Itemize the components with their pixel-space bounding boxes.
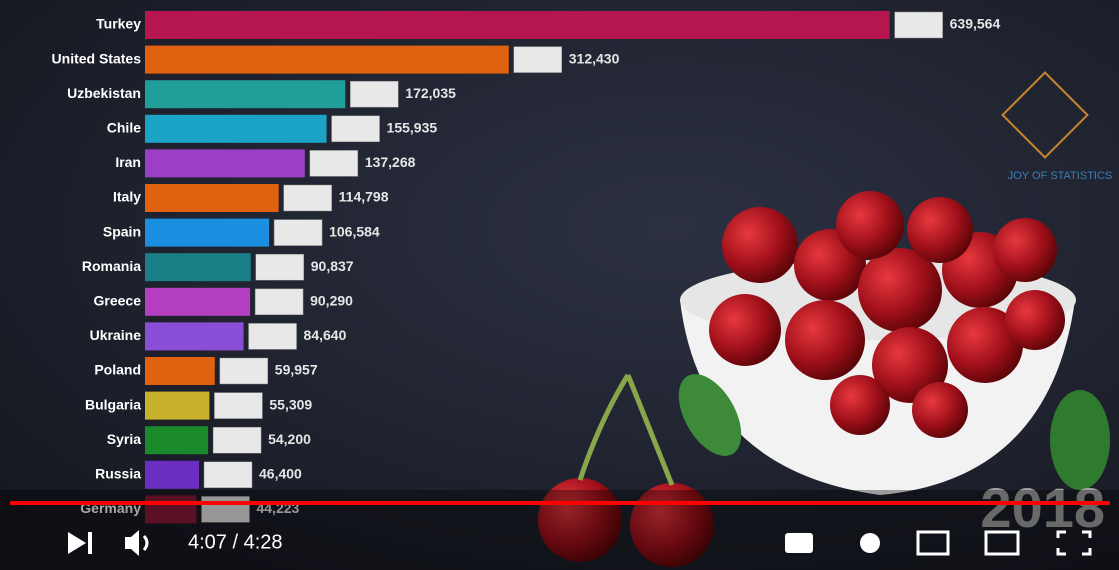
category-label: Turkey bbox=[96, 16, 141, 32]
value-label: 312,430 bbox=[569, 50, 620, 66]
chart: Turkey 639,564 United States 312,430 Uzbekis… bbox=[52, 11, 1001, 524]
flag bbox=[248, 323, 297, 350]
flag bbox=[219, 357, 269, 385]
controls: 4:07 / 4:28 bbox=[68, 530, 1092, 556]
theater-button[interactable] bbox=[984, 530, 1020, 556]
value-label: 114,798 bbox=[339, 189, 389, 205]
bar bbox=[145, 322, 244, 351]
bar bbox=[145, 114, 327, 143]
category-label: Spain bbox=[103, 223, 141, 239]
value-label: 172,035 bbox=[405, 85, 456, 101]
category-label: Syria bbox=[107, 431, 141, 447]
flag bbox=[214, 392, 263, 419]
category-label: Russia bbox=[95, 466, 141, 482]
category-label: Romania bbox=[82, 258, 141, 274]
value-label: 137,268 bbox=[365, 154, 416, 170]
flag bbox=[283, 184, 332, 212]
value-label: 106,584 bbox=[329, 223, 380, 239]
flag bbox=[309, 150, 359, 177]
category-label: Uzbekistan bbox=[67, 85, 141, 101]
bar bbox=[145, 357, 215, 385]
bar bbox=[145, 495, 197, 524]
value-label: 59,957 bbox=[275, 362, 318, 378]
bar bbox=[145, 391, 210, 420]
bar bbox=[145, 253, 251, 282]
bar bbox=[145, 45, 509, 74]
flag bbox=[212, 426, 262, 454]
value-label: 155,935 bbox=[387, 120, 438, 136]
category-label: Poland bbox=[94, 362, 141, 378]
bar bbox=[145, 11, 890, 39]
progress-bar[interactable] bbox=[10, 501, 1110, 505]
value-label: 54,200 bbox=[268, 431, 311, 447]
flag bbox=[894, 11, 943, 39]
value-label: 90,837 bbox=[311, 258, 354, 274]
flag bbox=[254, 288, 304, 316]
flag bbox=[203, 461, 253, 489]
category-label: Iran bbox=[115, 154, 141, 170]
logo: JOY OF STATISTICS bbox=[1001, 71, 1113, 182]
flag bbox=[255, 253, 305, 281]
miniplayer-button[interactable] bbox=[916, 530, 950, 556]
bar bbox=[145, 149, 305, 178]
category-label: United States bbox=[52, 50, 142, 66]
subtitles-button[interactable] bbox=[785, 533, 813, 553]
bar bbox=[145, 460, 200, 489]
value-label: 46,400 bbox=[259, 466, 302, 482]
flag bbox=[331, 115, 380, 143]
bar bbox=[145, 80, 346, 109]
category-label: Chile bbox=[107, 120, 141, 136]
category-label: Greece bbox=[94, 293, 142, 309]
flag bbox=[273, 219, 323, 246]
settings-button[interactable] bbox=[860, 533, 880, 553]
flag bbox=[201, 496, 250, 523]
cherry-bowl-image bbox=[538, 191, 1110, 567]
watermark: JOY OF STATISTICS bbox=[1008, 170, 1113, 182]
category-label: Bulgaria bbox=[85, 396, 141, 412]
value-label: 84,640 bbox=[304, 327, 347, 343]
fullscreen-button[interactable] bbox=[1056, 530, 1092, 556]
volume-icon bbox=[142, 535, 149, 551]
flag bbox=[513, 46, 563, 73]
bar bbox=[145, 287, 251, 316]
year-label: 2018 bbox=[980, 476, 1105, 539]
flag bbox=[350, 80, 399, 108]
category-label: Italy bbox=[113, 189, 141, 205]
mute-button[interactable] bbox=[125, 530, 139, 556]
value-label: 55,309 bbox=[269, 396, 312, 412]
time-display: 4:07 / 4:28 bbox=[188, 531, 283, 553]
value-label: 639,564 bbox=[950, 16, 1001, 32]
next-button[interactable] bbox=[68, 532, 92, 554]
category-label: Ukraine bbox=[90, 327, 142, 343]
bar bbox=[145, 218, 270, 247]
bar bbox=[145, 184, 279, 212]
bar bbox=[145, 426, 209, 455]
value-label: 90,290 bbox=[310, 293, 353, 309]
